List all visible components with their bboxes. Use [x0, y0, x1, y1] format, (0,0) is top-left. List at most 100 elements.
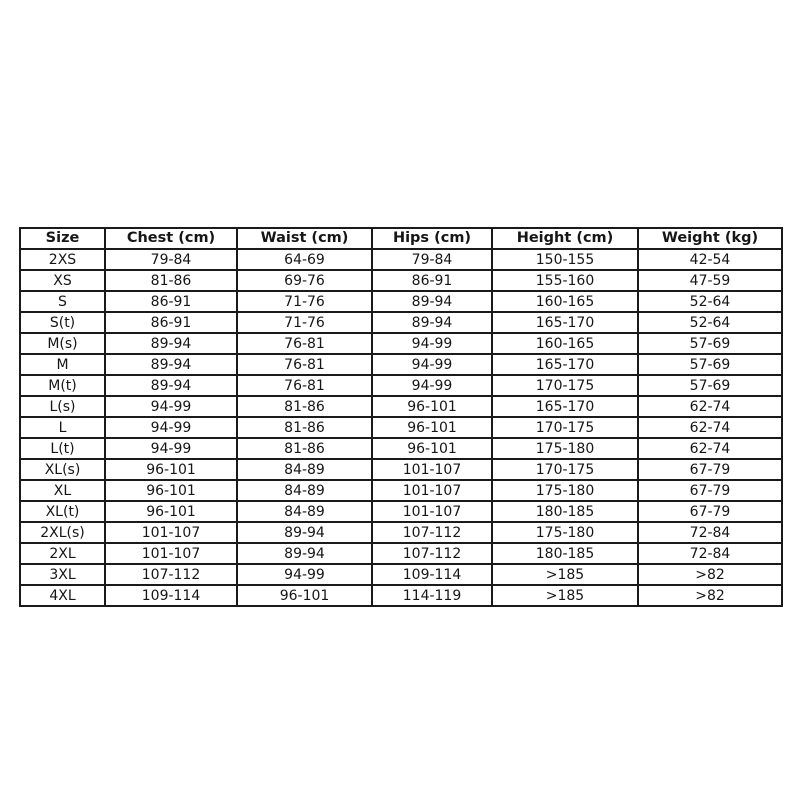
- size-cell: 2XL: [19, 542, 106, 565]
- table-cell: 175-180: [491, 521, 639, 544]
- size-cell: 4XL: [19, 584, 106, 607]
- size-cell: XL(t): [19, 500, 106, 523]
- table-cell: 86-91: [371, 269, 493, 292]
- size-cell: XL(s): [19, 458, 106, 481]
- table-cell: 109-114: [371, 563, 493, 586]
- table-cell: 96-101: [236, 584, 373, 607]
- table-cell: 89-94: [236, 542, 373, 565]
- table-cell: 52-64: [637, 290, 783, 313]
- table-cell: 86-91: [104, 290, 238, 313]
- table-cell: 160-165: [491, 290, 639, 313]
- table-cell: 76-81: [236, 374, 373, 397]
- table-cell: 89-94: [371, 290, 493, 313]
- table-cell: 101-107: [371, 479, 493, 502]
- table-cell: 89-94: [371, 311, 493, 334]
- table-cell: 79-84: [104, 248, 238, 271]
- table-cell: 96-101: [371, 395, 493, 418]
- table-cell: 180-185: [491, 542, 639, 565]
- table-cell: 96-101: [104, 500, 238, 523]
- table-cell: 96-101: [371, 416, 493, 439]
- table-cell: 165-170: [491, 311, 639, 334]
- table-cell: 67-79: [637, 479, 783, 502]
- table-cell: 71-76: [236, 290, 373, 313]
- table-cell: 107-112: [371, 521, 493, 544]
- table-cell: 96-101: [104, 479, 238, 502]
- table-row: S(t) 86-91 71-76 89-94 165-170 52-64: [19, 311, 783, 334]
- column-header: Weight (kg): [637, 227, 783, 250]
- table-row: 3XL 107-112 94-99 109-114 >185 >82: [19, 563, 783, 586]
- table-cell: 94-99: [104, 395, 238, 418]
- table-cell: 57-69: [637, 374, 783, 397]
- table-body: 2XS 79-84 64-69 79-84 150-155 42-54 XS 81-86 69-…: [19, 248, 783, 607]
- size-cell: M(t): [19, 374, 106, 397]
- table-row: XL 96-101 84-89 101-107 175-180 67-79: [19, 479, 783, 502]
- table-cell: 94-99: [371, 332, 493, 355]
- table-cell: 89-94: [104, 353, 238, 376]
- table-cell: 81-86: [104, 269, 238, 292]
- table-row: M(s) 89-94 76-81 94-99 160-165 57-69: [19, 332, 783, 355]
- table-cell: 150-155: [491, 248, 639, 271]
- table-cell: 79-84: [371, 248, 493, 271]
- table-cell: 89-94: [236, 521, 373, 544]
- table-cell: 96-101: [371, 437, 493, 460]
- table-cell: 69-76: [236, 269, 373, 292]
- table-cell: 96-101: [104, 458, 238, 481]
- table-row: M 89-94 76-81 94-99 165-170 57-69: [19, 353, 783, 376]
- table-cell: 101-107: [104, 542, 238, 565]
- table-row: 2XL(s) 101-107 89-94 107-112 175-180 72-84: [19, 521, 783, 544]
- size-cell: S: [19, 290, 106, 313]
- table-cell: 175-180: [491, 437, 639, 460]
- table-cell: 107-112: [104, 563, 238, 586]
- size-cell: S(t): [19, 311, 106, 334]
- table-cell: >185: [491, 584, 639, 607]
- table-cell: 62-74: [637, 395, 783, 418]
- table-cell: 109-114: [104, 584, 238, 607]
- table-cell: 84-89: [236, 500, 373, 523]
- table-cell: 42-54: [637, 248, 783, 271]
- table-cell: 94-99: [371, 353, 493, 376]
- size-cell: M: [19, 353, 106, 376]
- size-cell: M(s): [19, 332, 106, 355]
- table-row: 4XL 109-114 96-101 114-119 >185 >82: [19, 584, 783, 607]
- table-row: M(t) 89-94 76-81 94-99 170-175 57-69: [19, 374, 783, 397]
- table-cell: 81-86: [236, 416, 373, 439]
- table-cell: 57-69: [637, 353, 783, 376]
- table-cell: 94-99: [371, 374, 493, 397]
- table-row: L 94-99 81-86 96-101 170-175 62-74: [19, 416, 783, 439]
- table-cell: 72-84: [637, 542, 783, 565]
- table-row: 2XL 101-107 89-94 107-112 180-185 72-84: [19, 542, 783, 565]
- table-cell: 71-76: [236, 311, 373, 334]
- table-cell: 170-175: [491, 374, 639, 397]
- column-header: Waist (cm): [236, 227, 373, 250]
- table-cell: 165-170: [491, 395, 639, 418]
- table-cell: 165-170: [491, 353, 639, 376]
- table-cell: 107-112: [371, 542, 493, 565]
- table-row: XL(t) 96-101 84-89 101-107 180-185 67-79: [19, 500, 783, 523]
- column-header: Chest (cm): [104, 227, 238, 250]
- column-header: Hips (cm): [371, 227, 493, 250]
- table-cell: 101-107: [104, 521, 238, 544]
- table-cell: 72-84: [637, 521, 783, 544]
- table-cell: >82: [637, 584, 783, 607]
- table-cell: 114-119: [371, 584, 493, 607]
- size-cell: L(t): [19, 437, 106, 460]
- table-cell: 57-69: [637, 332, 783, 355]
- size-cell: 2XS: [19, 248, 106, 271]
- size-cell: 2XL(s): [19, 521, 106, 544]
- table-cell: 175-180: [491, 479, 639, 502]
- size-cell: L(s): [19, 395, 106, 418]
- table-cell: 160-165: [491, 332, 639, 355]
- table-cell: >185: [491, 563, 639, 586]
- table-cell: 170-175: [491, 416, 639, 439]
- table-cell: 155-160: [491, 269, 639, 292]
- table-row: 2XS 79-84 64-69 79-84 150-155 42-54: [19, 248, 783, 271]
- size-cell: XS: [19, 269, 106, 292]
- table-row: XL(s) 96-101 84-89 101-107 170-175 67-79: [19, 458, 783, 481]
- table-cell: 81-86: [236, 395, 373, 418]
- size-chart-container: Size Chest (cm) Waist (cm) Hips (cm) Height …: [19, 227, 783, 607]
- table-cell: 62-74: [637, 416, 783, 439]
- size-cell: L: [19, 416, 106, 439]
- table-cell: 101-107: [371, 500, 493, 523]
- table-cell: 170-175: [491, 458, 639, 481]
- table-row: L(t) 94-99 81-86 96-101 175-180 62-74: [19, 437, 783, 460]
